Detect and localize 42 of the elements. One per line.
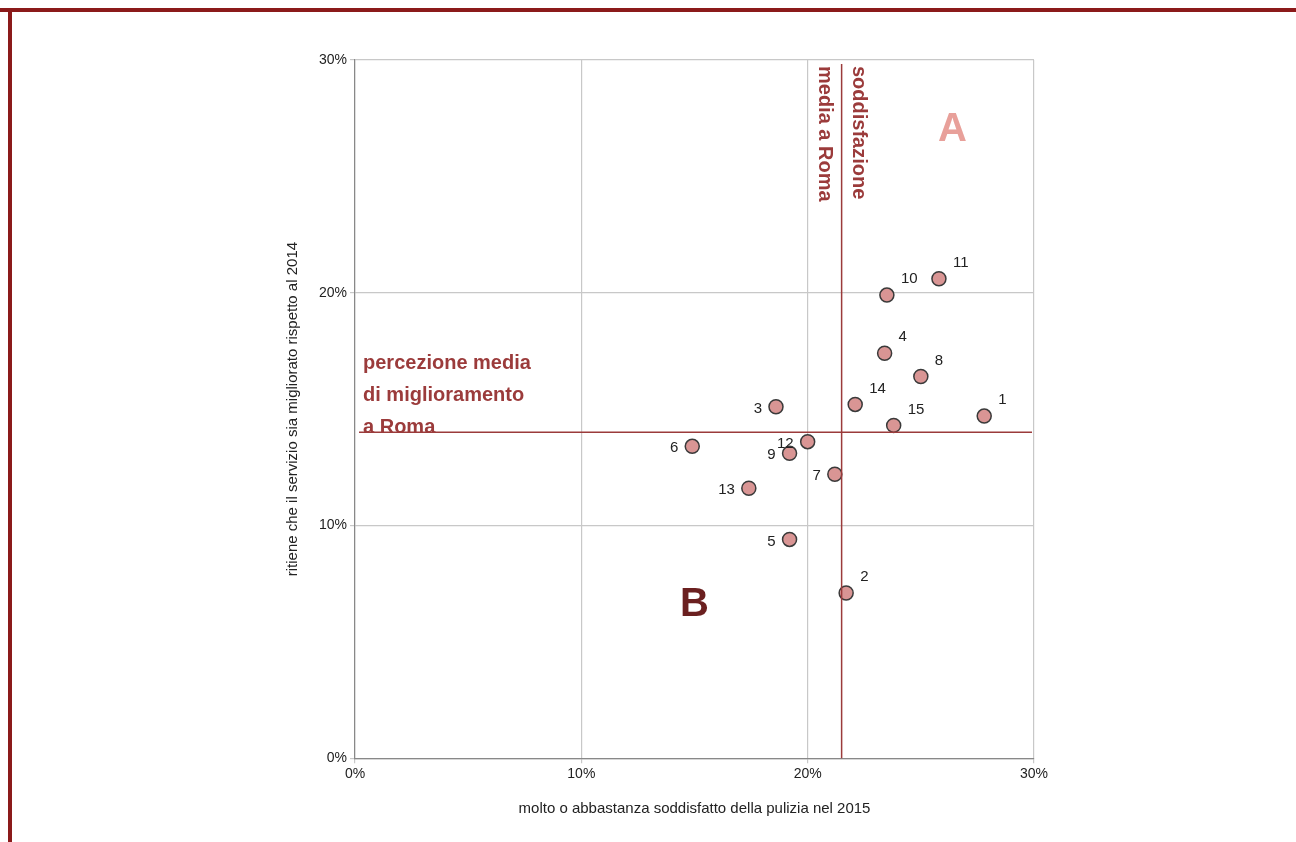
annotation: 8 (934, 350, 944, 368)
annotation: 11 (952, 252, 969, 270)
annotation: 10 (900, 269, 918, 287)
point (913, 368, 929, 385)
annotation: 9 (767, 445, 776, 463)
annotation: 4 (898, 327, 907, 345)
point (799, 433, 816, 450)
x-axis-title: molto o abbastanza soddisfatto della pulizia nel 2015 (518, 799, 871, 817)
annotation: 15 (907, 399, 925, 417)
annotation: A (938, 104, 967, 149)
annotation: 7 (812, 466, 821, 484)
point (876, 345, 893, 361)
ref-line-label: soddisfazione media a Roma (815, 66, 872, 203)
y-tick-label: 20% (318, 283, 348, 300)
point (976, 408, 992, 424)
point (931, 271, 947, 287)
x-tick-label: 10% (567, 765, 596, 782)
annotation: B (680, 579, 709, 624)
annotation: 6 (669, 438, 679, 456)
point (847, 396, 863, 413)
y-tick-label: 0% (326, 749, 348, 766)
point (827, 466, 843, 483)
y-tick-label: 30% (318, 50, 348, 67)
annotation: 5 (767, 531, 776, 549)
annotation: 14 (869, 378, 886, 396)
point (768, 399, 784, 415)
annotation: 3 (753, 398, 762, 416)
x-tick-label: 0% (344, 765, 366, 782)
annotation: 13 (718, 480, 735, 498)
annotation: 1 (998, 390, 1007, 408)
annotation: 2 (860, 567, 869, 585)
point (838, 585, 854, 601)
y-axis-title: ritiene che il servizio sia migliorato rispetto al 2014 (283, 241, 301, 577)
point (741, 480, 757, 496)
x-tick-label: 20% (793, 765, 822, 782)
point (879, 287, 895, 303)
point (781, 531, 798, 548)
point (885, 417, 902, 434)
point (684, 438, 700, 455)
x-tick-label: 30% (1019, 765, 1049, 782)
y-tick-label: 10% (318, 516, 348, 533)
annotation: 12 (776, 433, 794, 451)
